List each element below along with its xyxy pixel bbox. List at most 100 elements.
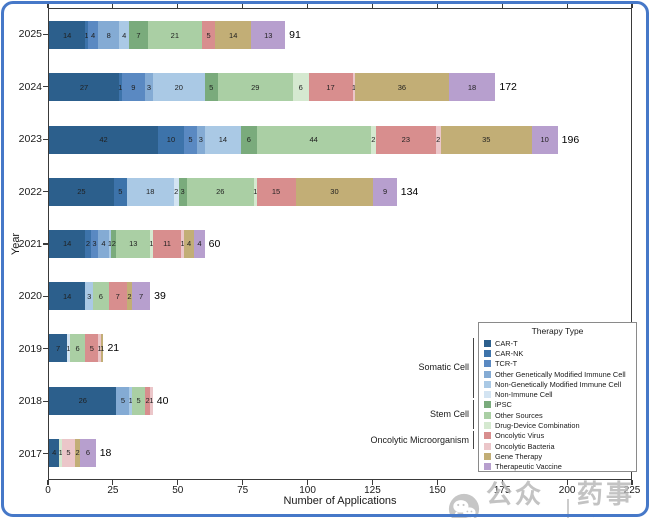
legend-swatch [484, 370, 491, 378]
y-tick-label: 2019 [18, 342, 42, 355]
y-tick-label: 2024 [18, 80, 42, 93]
bar-segment: 6 [69, 334, 86, 363]
bar-segment: 6 [241, 125, 257, 154]
bar-row: 14 3 6 7 2 7 39 [49, 270, 631, 322]
y-tick-label: 2023 [18, 133, 42, 146]
bar-segment: 14 [204, 125, 242, 154]
bar-segment: 4 [183, 229, 195, 258]
legend-group-bracket [473, 430, 474, 450]
bar-segment: 7 [132, 282, 151, 311]
legend-swatch [484, 380, 491, 388]
x-tick-mark-bottom [306, 480, 309, 485]
legend-label: Gene Therapy [495, 451, 543, 461]
bar-segment: 18 [126, 177, 174, 206]
y-tick-mark [43, 243, 48, 245]
legend-item: iPSC [479, 400, 636, 410]
bar-segment: 1 [98, 334, 102, 363]
bar-total-label: 134 [400, 185, 419, 198]
bar-row: 7 1 6 5 1 1 21 [49, 322, 631, 374]
bar-row: 14 2 3 4 1 2 13 1 11 1 4 4 60 [49, 218, 631, 270]
x-axis-label: Number of Applications [283, 495, 397, 507]
bar-segment: 27 [49, 73, 120, 102]
x-tick-label: 200 [558, 485, 576, 496]
bar-total-label: 91 [289, 29, 301, 42]
y-tick-label: 2022 [18, 185, 42, 198]
bar-segment: 1 [181, 229, 185, 258]
bar-row: 26 5 1 5 2 1 40 [49, 375, 631, 427]
legend-item: Non-Genetically Modified Immune Cell [479, 379, 636, 389]
bar-segment: 13 [251, 21, 286, 50]
x-tick-mark-top [242, 3, 244, 8]
bar-segment: 14 [215, 21, 252, 50]
bar-segment: 5 [202, 21, 216, 50]
legend-item: CAR-T [479, 338, 636, 348]
bar-segment: 4 [98, 229, 109, 258]
bar-segment: 2 [85, 229, 91, 258]
bar-segment: 2 [370, 125, 376, 154]
bar-segment: 20 [152, 73, 205, 102]
bar-segment: 7 [49, 334, 68, 363]
y-tick-mark [43, 86, 48, 88]
bar-total-label: 39 [154, 290, 166, 303]
x-tick-mark-bottom [177, 480, 179, 485]
bar-row: 4 1 5 2 6 18 [49, 427, 631, 479]
legend-swatch [484, 442, 491, 450]
stacked-bar: 27 1 9 3 20 5 29 6 17 1 36 18 [49, 73, 496, 102]
bar-total-label: 172 [499, 81, 517, 94]
bar-segment: 18 [448, 73, 496, 102]
bar-segment: 26 [49, 386, 117, 415]
bar-segment: 5 [116, 386, 130, 415]
bar-row: 25 5 18 2 3 26 1 15 30 9 134 [49, 166, 631, 218]
legend-item: Oncolytic Bacteria [479, 441, 636, 451]
bar-segment: 21 [147, 21, 203, 50]
legend-item: Other Genetically Modified Immune Cell [479, 369, 636, 379]
legend-label: Therapeutic Vaccine [495, 462, 562, 472]
bar-row: 27 1 9 3 20 5 29 6 17 1 36 18 172 [49, 61, 631, 113]
bar-total-label: 21 [107, 342, 120, 355]
bar-segment: 4 [87, 21, 99, 50]
legend-swatch [484, 452, 491, 460]
bar-segment: 5 [85, 334, 99, 363]
bar-segment: 11 [152, 229, 182, 258]
bar-segment: 4 [194, 229, 205, 258]
legend-label: iPSC [495, 400, 512, 410]
legend-swatch [484, 401, 491, 409]
bar-segment: 17 [308, 73, 353, 102]
y-tick-mark [43, 138, 48, 140]
legend-swatch [484, 411, 491, 419]
stacked-bar: 26 5 1 5 2 1 [49, 386, 154, 415]
bar-segment: 5 [132, 386, 146, 415]
bar-segment: 35 [440, 125, 532, 154]
legend-swatch [484, 432, 491, 440]
stacked-bar: 42 10 5 3 14 6 44 2 23 2 35 10 [49, 125, 558, 154]
legend-items: CAR-T CAR-NK TCR-T Other Genetically Modifi… [479, 338, 636, 472]
legend-item: Non-Immune Cell [479, 389, 636, 399]
bar-segment: 15 [256, 177, 296, 206]
bar-segment: 1 [253, 177, 257, 206]
y-tick-label: 2021 [18, 238, 42, 250]
legend-item: Therapeutic Vaccine [479, 462, 636, 472]
bar-segment: 3 [145, 73, 153, 102]
legend-label: Non-Genetically Modified Immune Cell [495, 379, 622, 389]
bar-segment: 5 [61, 438, 75, 467]
legend-label: TCR-T [495, 359, 518, 369]
bar-row: 14 1 4 8 4 7 21 5 14 13 91 [49, 9, 631, 61]
bar-segment: 2 [111, 229, 117, 258]
legend: Therapy Type CAR-T CAR-NK TCR-T Other Genet… [478, 322, 637, 472]
bar-segment: 29 [217, 73, 293, 102]
bar-segment: 3 [196, 125, 205, 154]
bar-segment: 14 [49, 282, 86, 311]
stacked-bar: 25 5 18 2 3 26 1 15 30 9 [49, 177, 397, 206]
legend-group-label: Stem Cell [429, 408, 469, 419]
bar-segment: 2 [145, 386, 151, 415]
bar-segment: 4 [119, 21, 130, 50]
x-tick-label: 25 [107, 485, 119, 496]
bar-segment: 1 [66, 334, 71, 363]
legend-label: CAR-NK [495, 348, 524, 358]
x-tick-mark-top [371, 3, 374, 8]
stacked-bar: 14 2 3 4 1 2 13 1 11 1 4 4 [49, 229, 205, 258]
y-tick-mark [43, 453, 48, 455]
x-tick-mark-top [306, 3, 309, 8]
bar-segment: 10 [158, 125, 184, 154]
